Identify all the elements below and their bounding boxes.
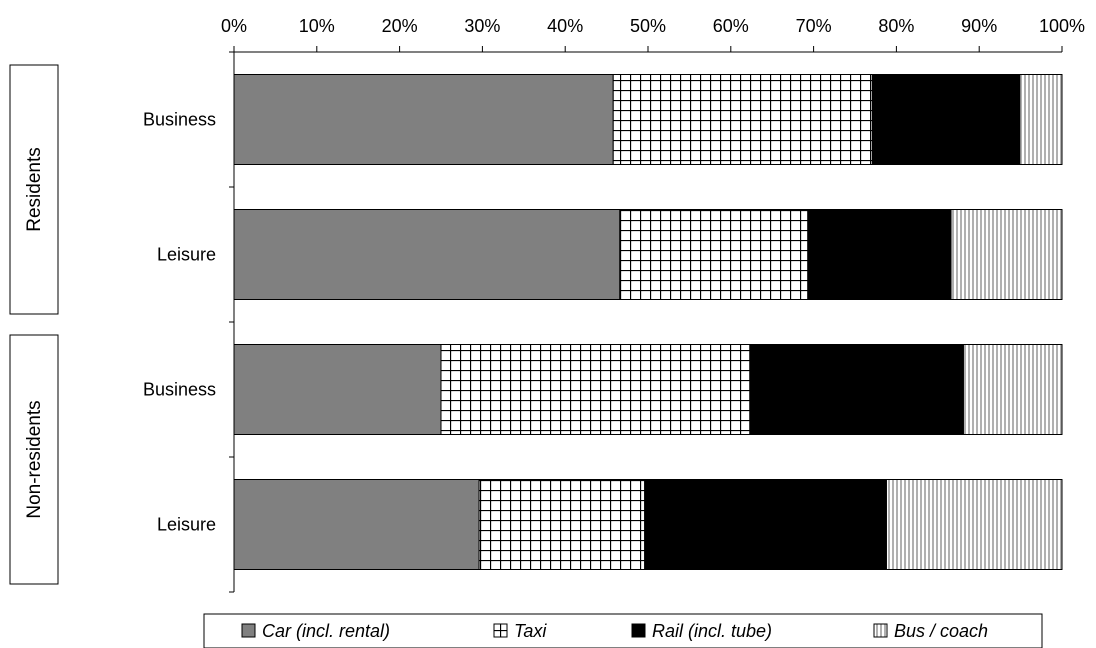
bar-segment <box>807 209 952 300</box>
bar-segment <box>644 479 887 570</box>
bar-segment <box>233 344 442 435</box>
bar-segment <box>233 209 621 300</box>
bar-segment <box>962 344 1063 435</box>
bar-segment <box>885 479 1063 570</box>
bar-segment <box>440 344 751 435</box>
group-labels: Residents Non-residents <box>9 64 59 585</box>
bar-segment <box>749 344 964 435</box>
x-tick-label: 40% <box>547 16 583 36</box>
x-tick-label: 70% <box>796 16 832 36</box>
category-label: Leisure <box>157 515 216 535</box>
bar-segment <box>233 74 614 165</box>
legend-label: Bus / coach <box>894 621 988 641</box>
category-labels: Business Leisure Business Leisure <box>143 110 216 535</box>
group-box <box>9 334 59 585</box>
legend-swatch <box>631 623 646 638</box>
x-tick-label: 90% <box>961 16 997 36</box>
bar-segment <box>478 479 646 570</box>
category-label: Business <box>143 380 216 400</box>
x-tick-label: 50% <box>630 16 666 36</box>
legend-swatch <box>241 623 256 638</box>
bar-segment <box>950 209 1063 300</box>
x-tick-label: 0% <box>221 16 247 36</box>
category-label: Leisure <box>157 245 216 265</box>
x-tick-label: 30% <box>464 16 500 36</box>
bar-segment <box>1019 74 1063 165</box>
legend-box <box>203 613 1043 648</box>
bars <box>233 74 1063 570</box>
category-label: Business <box>143 110 216 130</box>
bar-segment <box>619 209 809 300</box>
bar-segment <box>612 74 873 165</box>
x-tick-label: 60% <box>713 16 749 36</box>
legend: Car (incl. rental) Taxi Rail (incl. tube) B… <box>203 613 1043 648</box>
x-tick-label: 100% <box>1039 16 1085 36</box>
x-tick-label: 10% <box>299 16 335 36</box>
legend-swatch <box>873 623 888 638</box>
legend-label: Taxi <box>514 621 547 641</box>
x-tick-label: 20% <box>382 16 418 36</box>
legend-swatch <box>493 623 508 638</box>
group-label: Residents <box>24 147 45 232</box>
x-tick-label: 80% <box>878 16 914 36</box>
group-label: Non-residents <box>24 400 45 518</box>
group-box <box>9 64 59 315</box>
legend-label: Rail (incl. tube) <box>652 621 772 641</box>
legend-label: Car (incl. rental) <box>262 621 390 641</box>
bar-segment <box>871 74 1021 165</box>
bar-segment <box>233 479 480 570</box>
